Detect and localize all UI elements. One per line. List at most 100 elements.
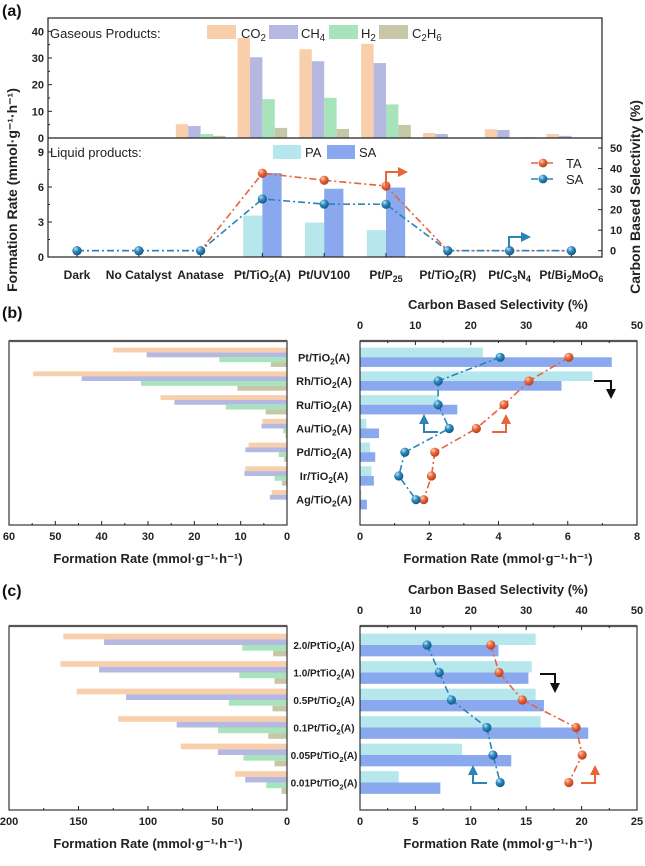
bar-liquid-PA-0 [360, 633, 536, 645]
x-tick-label-liquid: 5 [412, 816, 418, 828]
bar-liquid-PA-3 [360, 418, 367, 429]
selectivity-point-TA-4 [577, 750, 587, 760]
bar-liquid-PA-5 [360, 771, 399, 783]
bar-gas-CH4-3 [250, 57, 263, 139]
bar-gas-CH4-3 [176, 721, 287, 728]
bar-gas-CO2-3 [262, 418, 287, 424]
bar-gas-CH4-0 [146, 352, 287, 358]
row-label: 1.0/PtTiO2(A) [293, 669, 354, 682]
axis-pointer-arrow-bars [594, 380, 616, 399]
row-label: 0.1Pt/TiO2(A) [293, 724, 354, 737]
x-tick-label-liquid: 15 [520, 816, 532, 828]
selectivity-point-SA-5 [381, 199, 391, 209]
selectivity-point-TA-1 [494, 667, 504, 678]
bar-gas-CO2-6 [423, 132, 436, 138]
x2-tick-label: 20 [465, 605, 477, 617]
bar-liquid-PA-4 [305, 222, 325, 257]
selectivity-point-SA-4 [488, 750, 498, 760]
selectivity-point-TA-2 [517, 695, 527, 705]
bar-liquid-SA-4 [360, 452, 376, 462]
legend-swatch-CO2 [207, 25, 236, 39]
axis-pointer-arrow-sa [419, 414, 438, 433]
selectivity-line-SA [426, 644, 501, 783]
selectivity-point-TA-0 [486, 640, 496, 650]
gas-legend-title: Gaseous Products: [50, 26, 161, 41]
y2-tick-label: 10 [610, 225, 622, 237]
bar-gas-H2-4 [243, 755, 287, 761]
x2-tick-label: 40 [575, 320, 587, 332]
bar-gas-C2H6-2 [213, 135, 226, 138]
bar-gas-CH4-2 [126, 694, 288, 700]
selectivity-point-TA-3 [471, 423, 481, 434]
selectivity-point-SA-7 [505, 246, 515, 256]
row-label: 0.05Pt/TiO2(A) [291, 751, 358, 764]
legend-label-PA: PA [305, 145, 322, 160]
legend-label-sel-SA: SA [566, 172, 584, 187]
bar-gas-CH4-2 [174, 399, 287, 405]
x2-tick-label: 50 [631, 320, 643, 332]
bar-gas-H2-5 [274, 475, 287, 481]
x2-axis-title: Carbon Based Selectivity (%) [408, 582, 588, 597]
bar-gas-CO2-7 [484, 129, 498, 138]
legend-swatch-PA [273, 145, 301, 159]
bar-liquid-PA-2 [360, 688, 536, 700]
bar-gas-CO2-1 [60, 661, 288, 667]
bar-liquid-SA-5 [386, 187, 406, 257]
bar-liquid-PA-4 [360, 743, 462, 755]
x2-tick-label: 30 [520, 605, 532, 617]
legend-swatch-C2H6 [379, 25, 408, 39]
x-tick-label-liquid: 6 [565, 531, 571, 543]
x-tick-label-liquid: 0 [357, 816, 363, 828]
selectivity-point-TA-2 [499, 400, 509, 410]
selectivity-point-TA-4 [430, 447, 440, 457]
x-tick-label-gas: 100 [139, 816, 157, 828]
row-label: 0.5Pt/TiO2(A) [293, 696, 354, 709]
x2-tick-label: 10 [409, 320, 421, 332]
bar-gas-CH4-5 [245, 776, 287, 783]
row-label: Ag/TiO2(A) [296, 495, 352, 509]
x2-tick-label: 50 [631, 605, 643, 617]
bar-gas-C2H6-5 [281, 788, 287, 794]
selectivity-point-SA-6 [411, 495, 421, 505]
bar-liquid-PA-3 [360, 716, 541, 728]
x2-tick-label: 10 [409, 605, 421, 617]
y2-tick-label: 20 [610, 205, 622, 217]
bar-gas-C2H6-3 [285, 433, 287, 439]
x-tick-label-liquid: 2 [426, 531, 432, 543]
selectivity-line-TA [489, 644, 583, 783]
x-tick-label-gas: 0 [284, 531, 290, 543]
bar-gas-CO2-0 [63, 633, 287, 640]
x-tick-label-gas: 200 [0, 816, 18, 828]
plot-frame-left [8, 340, 288, 526]
y-axis-title: Formation Rate (mmol·g⁻¹·h⁻¹) [4, 88, 20, 292]
selectivity-point-TA-3 [571, 722, 581, 733]
selectivity-point-SA-0 [495, 352, 505, 362]
selectivity-point-TA-3 [257, 168, 267, 178]
category-label: No Catalyst [106, 268, 172, 282]
bar-gas-H2-2 [200, 134, 213, 138]
x2-axis-title: Carbon Based Selectivity (%) [408, 297, 588, 312]
bar-gas-CH4-1 [99, 666, 288, 673]
x2-tick-label: 40 [575, 605, 587, 617]
x-tick-label-gas: 0 [284, 816, 290, 828]
bar-liquid-SA-6 [360, 499, 367, 510]
bar-gas-H2-4 [324, 97, 337, 138]
selectivity-point-SA-2 [196, 246, 206, 256]
legend-label-H2: H2 [361, 26, 376, 44]
bar-gas-CH4-6 [435, 134, 448, 138]
selectivity-point-SA-3 [257, 194, 267, 204]
bar-gas-H2-0 [242, 645, 287, 651]
bar-gas-C2H6-2 [272, 705, 287, 712]
bar-gas-C2H6-5 [398, 124, 411, 138]
bar-gas-CH4-5 [244, 471, 287, 476]
bar-gas-CH4-7 [497, 130, 510, 138]
category-label: Pt/TiO2(A) [234, 268, 291, 284]
bar-gas-CH4-4 [311, 61, 325, 139]
bar-gas-C2H6-4 [274, 760, 287, 767]
bar-gas-H2-1 [239, 672, 287, 679]
selectivity-point-SA-4 [400, 447, 410, 457]
x-tick-label-liquid: 10 [465, 816, 477, 828]
x-tick-label-gas: 150 [69, 816, 87, 828]
x-axis-title-left: Formation Rate (mmol·g⁻¹·h⁻¹) [53, 836, 242, 851]
x-axis-title-right: Formation Rate (mmol·g⁻¹·h⁻¹) [403, 836, 592, 851]
